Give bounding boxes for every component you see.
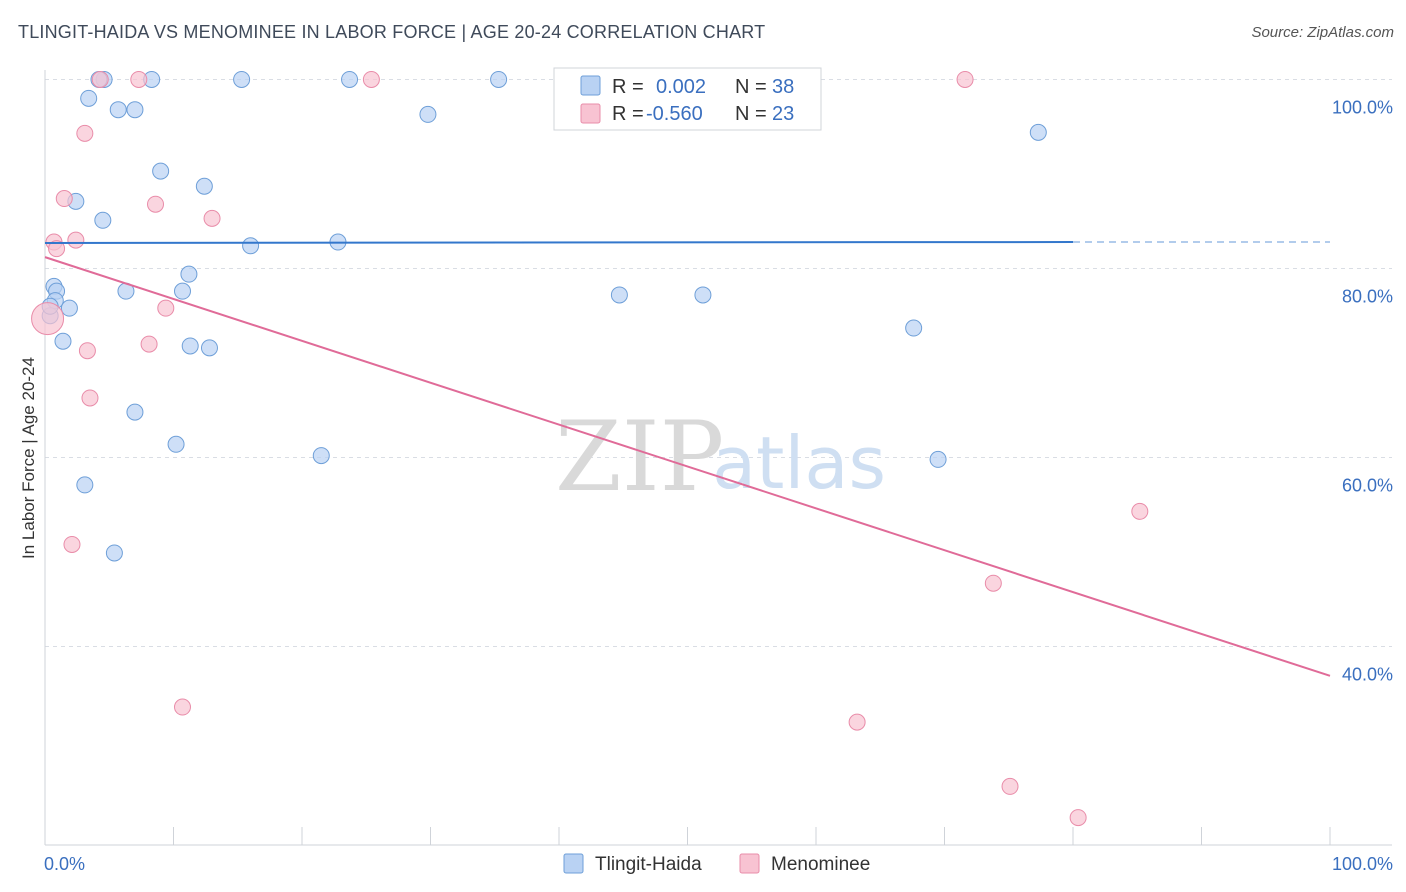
point-menominee-6 <box>147 195 165 213</box>
point-tlingit-29 <box>200 339 218 357</box>
source-credit: Source: ZipAtlas.com <box>1251 24 1394 41</box>
point-tlingit-7 <box>109 101 127 119</box>
legend-swatch-menominee <box>580 103 601 124</box>
point-menominee-18 <box>984 574 1002 592</box>
y-tick-label-1: 60.0% <box>1342 476 1393 496</box>
series-legend: Tlingit-Haida Menominee <box>563 853 870 875</box>
point-menominee-9 <box>67 231 85 249</box>
point-menominee-20 <box>848 713 866 731</box>
series-legend-swatch-menominee <box>739 853 760 874</box>
legend-r-value-1: -0.560 <box>646 103 703 125</box>
grid-lines <box>45 78 1392 648</box>
point-tlingit-35 <box>105 544 123 562</box>
point-tlingit-22 <box>610 286 628 304</box>
point-tlingit-26 <box>905 319 923 337</box>
trend-lines <box>44 241 1331 677</box>
y-tick-labels: 40.0% 60.0% 80.0% 100.0% <box>1332 97 1393 684</box>
point-menominee-2 <box>362 70 380 88</box>
point-tlingit-17 <box>180 265 198 283</box>
point-tlingit-3 <box>233 70 251 88</box>
point-tlingit-8 <box>126 101 144 119</box>
legend-r-label-0: R = <box>612 76 644 98</box>
point-tlingit-27 <box>54 332 72 350</box>
point-tlingit-6 <box>80 89 98 107</box>
point-tlingit-12 <box>195 177 213 195</box>
legend-swatch-tlingit <box>580 75 601 96</box>
legend-n-label-1: N = <box>735 103 767 125</box>
x-tick-label-0: 0.0% <box>44 854 85 874</box>
point-menominee-1 <box>130 70 148 88</box>
point-menominee-4 <box>76 124 94 142</box>
series-legend-swatch-tlingit <box>563 853 584 874</box>
y-axis-label: In Labor Force | Age 20-24 <box>19 357 38 559</box>
point-menominee-21 <box>1001 777 1019 795</box>
data-points <box>31 70 1149 827</box>
point-menominee-19 <box>173 698 191 716</box>
point-menominee-11 <box>157 299 175 317</box>
point-menominee-15 <box>81 389 99 407</box>
legend-r-value-0: 0.002 <box>656 76 706 98</box>
point-tlingit-9 <box>419 105 437 123</box>
x-tick-labels: 0.0% 100.0% <box>44 854 1393 874</box>
point-menominee-3 <box>956 70 974 88</box>
point-tlingit-5 <box>490 70 508 88</box>
point-menominee-13 <box>140 335 158 353</box>
point-menominee-14 <box>78 342 96 360</box>
point-menominee-16 <box>1131 502 1149 520</box>
point-tlingit-25 <box>60 299 78 317</box>
y-tick-label-2: 80.0% <box>1342 286 1393 306</box>
point-menominee-0 <box>91 70 109 88</box>
point-tlingit-14 <box>94 211 112 229</box>
series-legend-label-tlingit: Tlingit-Haida <box>595 854 702 875</box>
trend-line-menominee <box>44 256 1331 677</box>
stats-legend: R = 0.002 N = 38 R = -0.560 N = 23 <box>553 67 822 131</box>
point-menominee-22 <box>1069 809 1087 827</box>
legend-r-label-1: R = <box>612 103 644 125</box>
series-legend-label-menominee: Menominee <box>771 854 870 875</box>
y-tick-label-3: 100.0% <box>1332 97 1393 117</box>
point-tlingit-33 <box>929 450 947 468</box>
point-menominee-7 <box>203 209 221 227</box>
point-tlingit-30 <box>126 403 144 421</box>
trend-line-tlingit <box>44 241 1074 244</box>
point-menominee-10 <box>48 240 66 258</box>
point-tlingit-31 <box>167 435 185 453</box>
chart-title: TLINGIT-HAIDA VS MENOMINEE IN LABOR FORC… <box>18 22 766 42</box>
point-tlingit-4 <box>341 70 359 88</box>
point-tlingit-32 <box>312 447 330 465</box>
legend-n-label-0: N = <box>735 76 767 98</box>
axes <box>44 70 1392 846</box>
watermark-atlas: atlas <box>712 421 886 505</box>
point-menominee-5 <box>55 190 73 208</box>
legend-n-value-1: 23 <box>772 103 794 125</box>
point-tlingit-34 <box>76 476 94 494</box>
point-menominee-17 <box>63 535 81 553</box>
point-tlingit-11 <box>152 162 170 180</box>
point-menominee-12 <box>31 302 65 336</box>
point-tlingit-15 <box>242 237 260 255</box>
y-tick-label-0: 40.0% <box>1342 665 1393 685</box>
x-tick-label-1: 100.0% <box>1332 854 1393 874</box>
point-tlingit-10 <box>1029 123 1047 141</box>
point-tlingit-28 <box>181 337 199 355</box>
point-tlingit-21 <box>173 282 191 300</box>
legend-n-value-0: 38 <box>772 76 794 98</box>
watermark-zip: ZIP <box>555 401 724 513</box>
point-tlingit-23 <box>694 286 712 304</box>
